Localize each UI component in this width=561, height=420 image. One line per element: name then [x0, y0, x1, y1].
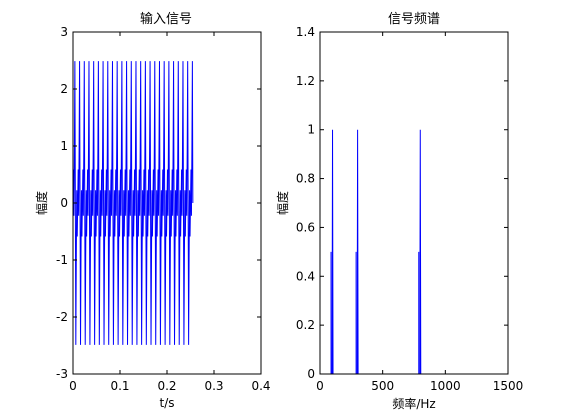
spectrum-y-tick-label: 0.8 [296, 172, 315, 186]
input-signal-y-tick-label: -1 [56, 253, 68, 267]
input-signal-y-tick-label: 3 [60, 25, 68, 39]
input-signal-y-tick-label: -2 [56, 310, 68, 324]
spectrum-ticks: 0 500 1000 1500 0 0.2 0.4 0.6 0.8 1 1.2 1.4 [296, 25, 523, 393]
spectrum-y-tick-label: 1.2 [296, 74, 315, 88]
spectrum-y-axis-label: 幅度 [275, 191, 290, 215]
input-signal-x-tick-label: 0 [69, 379, 77, 393]
spectrum-line [320, 129, 446, 375]
spectrum-title: 信号频谱 [388, 12, 440, 27]
spectrum-y-tick-label: 0.4 [296, 269, 315, 283]
input-signal-y-tick-label: 0 [60, 196, 68, 210]
input-signal-plot-area [72, 61, 194, 345]
spectrum-x-tick-label: 1000 [430, 379, 461, 393]
spectrum-y-tick-label: 0 [307, 367, 315, 381]
input-signal-y-tick-label: -3 [56, 367, 68, 381]
input-signal-line [72, 61, 194, 345]
spectrum-x-tick-label: 0 [316, 379, 324, 393]
input-signal-title: 输入信号 [140, 11, 192, 27]
spectrum-y-tick-label: 0.6 [296, 220, 315, 234]
input-signal-x-tick-label: 0.2 [157, 379, 176, 393]
input-signal-x-axis-label: t/s [160, 396, 175, 410]
spectrum-x-tick-label: 1500 [493, 379, 524, 393]
input-signal-x-tick-label: 0.3 [204, 379, 223, 393]
spectrum-y-tick-label: 1.4 [296, 25, 315, 39]
spectrum-x-tick-label: 500 [371, 379, 394, 393]
input-signal-panel: 输入信号 0 0.1 0.2 0.3 0.4 -3 -2 -1 0 1 2 3 t/s 幅度 [34, 11, 271, 410]
input-signal-ticks: 0 0.1 0.2 0.3 0.4 -3 -2 -1 0 1 2 3 [56, 25, 271, 393]
input-signal-y-tick-label: 2 [60, 82, 68, 96]
input-signal-x-tick-label: 0.1 [110, 379, 129, 393]
input-signal-y-tick-label: 1 [60, 139, 68, 153]
spectrum-axes-box [319, 31, 509, 375]
input-signal-x-tick-label: 0.4 [251, 379, 270, 393]
spectrum-x-axis-label: 频率/Hz [392, 396, 435, 411]
spectrum-panel: 信号频谱 0 500 1000 1500 0 0.2 0.4 0.6 0.8 1 1.2 1.4 频率… [275, 12, 523, 411]
spectrum-y-tick-label: 0.2 [296, 318, 315, 332]
input-signal-y-axis-label: 幅度 [34, 191, 49, 215]
spectrum-y-tick-label: 1 [307, 123, 315, 137]
